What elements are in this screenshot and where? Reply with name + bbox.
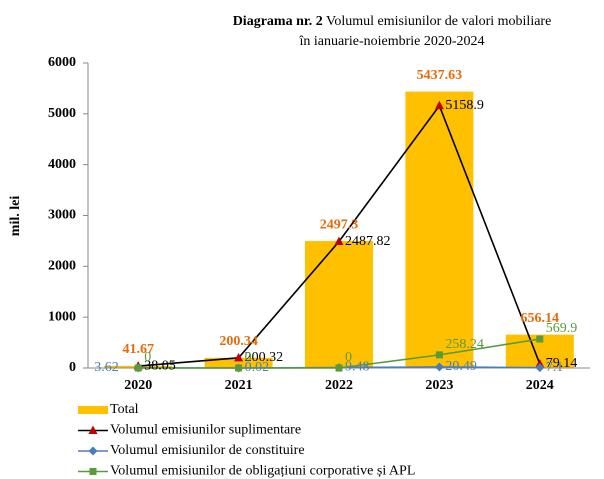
data-label: 0	[245, 350, 252, 365]
legend-label: Total	[110, 402, 139, 417]
data-label: 20.49	[445, 359, 477, 374]
data-label: 0	[345, 350, 352, 365]
data-label: 2487.82	[345, 234, 391, 249]
data-label: 9.48	[345, 360, 370, 375]
data-label: 3.62	[94, 360, 119, 375]
data-label: 79.14	[546, 356, 578, 371]
data-label: 38.05	[144, 358, 176, 373]
marker	[235, 364, 243, 372]
y-tick-label: 0	[69, 360, 76, 375]
legend-marker	[88, 425, 98, 434]
data-label: 2497.3	[320, 217, 359, 232]
data-label: 0.02	[245, 360, 270, 375]
marker	[134, 364, 142, 372]
title-line: Volumul emisiunilor de valori mobiliare	[326, 14, 551, 29]
title-bold: Diagrama nr. 2	[233, 14, 323, 29]
data-label: 41.67	[122, 342, 154, 357]
x-tick-label: 2020	[124, 378, 152, 393]
bar	[204, 357, 273, 368]
y-tick-label: 5000	[48, 106, 76, 121]
legend-marker	[89, 468, 97, 475]
legend-swatch	[78, 406, 108, 414]
y-tick-label: 6000	[48, 55, 76, 70]
x-tick-label: 2021	[225, 378, 253, 393]
bar	[305, 241, 373, 368]
data-label: 258.24	[445, 337, 484, 352]
data-label: 5158.9	[445, 98, 484, 113]
y-tick-label: 4000	[48, 157, 76, 172]
data-label: 200.32	[245, 350, 284, 365]
y-tick-label: 3000	[48, 208, 76, 223]
x-tick-label: 2024	[526, 378, 554, 393]
y-axis-label: mil. lei	[8, 196, 23, 237]
marker	[234, 352, 244, 362]
y-tick-label: 2000	[48, 259, 76, 274]
bar	[405, 91, 474, 368]
data-label: 200.34	[219, 334, 258, 349]
x-tick-label: 2023	[425, 378, 453, 393]
x-tick-label: 2022	[325, 378, 353, 393]
marker	[536, 335, 544, 343]
marker	[434, 100, 444, 110]
marker	[535, 363, 545, 373]
data-label: 5437.63	[417, 68, 463, 83]
legend-label: Volumul emisiunilor de constituire	[110, 443, 305, 458]
legend-label: Volumul emisiunilor de obligațiuni corpo…	[110, 464, 415, 479]
marker	[335, 364, 343, 372]
legend-marker	[88, 446, 98, 456]
marker	[434, 362, 444, 372]
data-label: 656.14	[521, 311, 560, 326]
marker	[435, 351, 443, 359]
chart-title: Diagrama nr. 2 Volumul emisiunilor de va…	[233, 14, 552, 29]
marker	[334, 236, 344, 246]
title-line: în ianuarie-noiembrie 2020-2024	[298, 34, 484, 49]
data-label: 0	[144, 350, 151, 365]
data-label: 7.1	[546, 360, 564, 375]
y-tick-label: 1000	[48, 309, 76, 324]
legend-label: Volumul emisiunilor suplimentare	[110, 423, 301, 438]
data-label: 569.9	[546, 321, 578, 336]
